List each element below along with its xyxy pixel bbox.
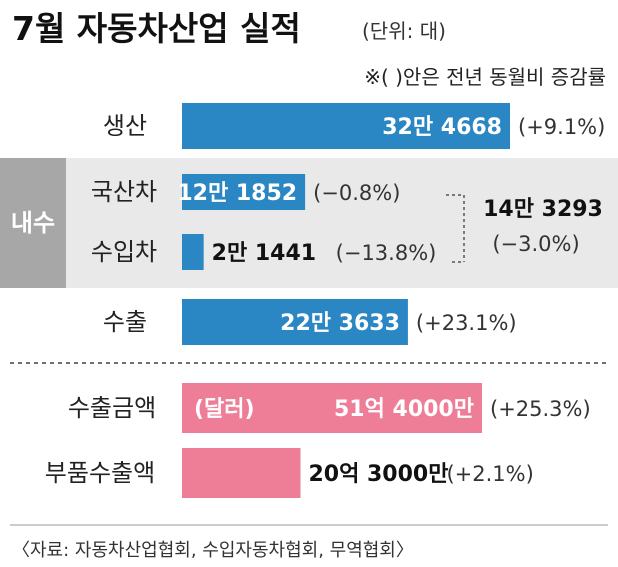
bar	[182, 234, 204, 270]
domestic-total-change: (−3.0%)	[492, 232, 579, 256]
bar	[182, 448, 301, 498]
bar-value-label: 51억 4000만	[334, 397, 474, 422]
bar-value-label: 12만 1852	[177, 181, 297, 206]
change-note: ※( )안은 전년 동월비 증감률	[364, 65, 606, 89]
bar-value-label: 32만 4668	[382, 115, 502, 140]
bar	[182, 383, 482, 433]
category-label: 수출	[103, 308, 147, 336]
domestic-total-value: 14만 3293	[483, 197, 603, 222]
domestic-bracket	[446, 194, 465, 263]
bar-area: 생산 32만 4668 (+9.1%) 국산차 12만 1852 (−0.8%) 수입차 2만…	[45, 103, 605, 498]
change-label: (+2.1%)	[446, 462, 533, 486]
bar-value-label: 2만 1441	[212, 241, 316, 266]
category-label: 수입차	[91, 238, 157, 266]
unit-label: (단위: 대)	[362, 19, 446, 43]
bar	[182, 174, 306, 210]
domestic-group-tag	[0, 158, 66, 288]
category-label: 생산	[103, 112, 147, 140]
change-label: (−13.8%)	[336, 241, 437, 265]
domestic-group-background	[0, 158, 618, 288]
bar	[182, 103, 510, 149]
chart-title: 7월 자동차산업 실적	[12, 9, 301, 48]
bar-value-label: 22만 3633	[280, 311, 400, 336]
change-label: (+25.3%)	[490, 397, 591, 421]
category-label: 국산차	[91, 178, 157, 206]
currency-note: (달러)	[194, 397, 255, 422]
bar	[182, 299, 408, 345]
category-label: 수출금액	[68, 394, 156, 422]
source-note: 〈자료: 자동차산업협회, 수입자동차협회, 무역협회〉	[12, 540, 414, 561]
category-label: 부품수출액	[45, 459, 155, 487]
bar-value-label: 20억 3000만	[308, 462, 448, 487]
change-label: (+9.1%)	[518, 115, 605, 139]
change-label: (−0.8%)	[313, 181, 400, 205]
domestic-group-label: 내수	[11, 209, 55, 237]
change-label: (+23.1%)	[416, 311, 517, 335]
